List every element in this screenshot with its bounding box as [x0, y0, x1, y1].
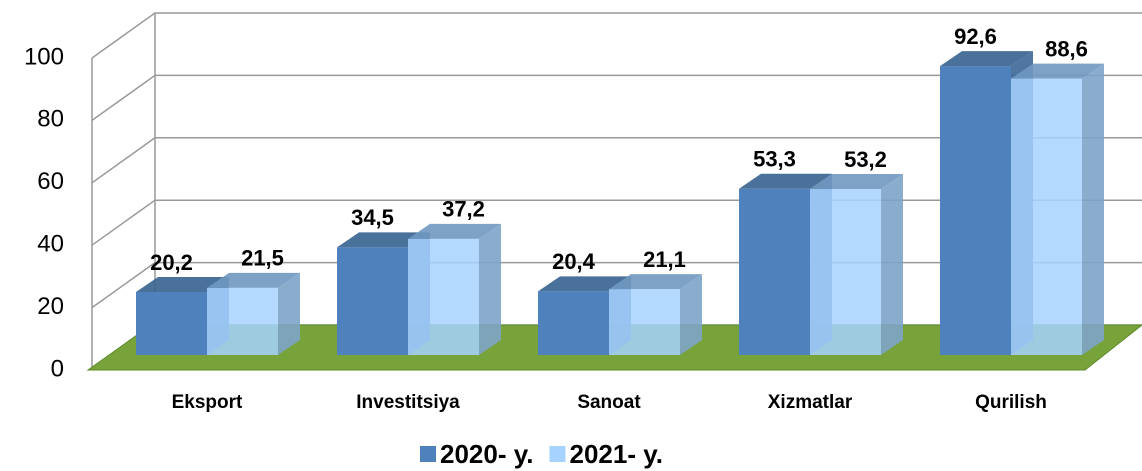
x-tick-label: Xizmatlar — [768, 392, 853, 413]
bar — [609, 289, 680, 355]
bar — [337, 247, 408, 355]
bar-top — [207, 272, 300, 288]
bar — [408, 238, 479, 355]
value-label: 20,2 — [150, 250, 193, 275]
bar — [538, 291, 609, 355]
bar-top — [136, 276, 229, 292]
bar-side — [680, 274, 702, 355]
y-tick-label: 80 — [37, 106, 64, 133]
y-tick-label: 0 — [51, 355, 64, 382]
value-label: 37,2 — [442, 197, 485, 222]
y-tick-label: 60 — [37, 168, 64, 195]
value-label: 34,5 — [351, 205, 394, 230]
bar-top — [940, 51, 1033, 67]
bar — [940, 66, 1011, 355]
value-label: 88,6 — [1045, 36, 1088, 61]
bar-top — [1011, 63, 1104, 79]
legend-swatch — [549, 446, 566, 462]
bar-side — [479, 223, 501, 355]
bar-top — [538, 276, 631, 292]
bar-top — [337, 232, 430, 248]
bar-top — [739, 173, 832, 189]
x-tick-label: Sanoat — [577, 392, 641, 413]
bar-top — [810, 174, 903, 190]
x-tick-label: Investitsiya — [356, 392, 460, 413]
bar — [207, 287, 278, 355]
value-label: 92,6 — [954, 24, 997, 49]
bar-top — [609, 274, 702, 290]
legend-swatch — [420, 446, 436, 462]
bar-side — [278, 272, 300, 355]
y-tick-label: 100 — [24, 43, 64, 70]
legend-label: 2020- y. — [440, 439, 533, 469]
y-tick-label: 20 — [37, 293, 64, 320]
bar — [810, 189, 881, 355]
x-tick-label: Qurilish — [975, 392, 1047, 413]
bar — [136, 291, 207, 355]
bar — [1011, 78, 1082, 356]
y-tick-label: 40 — [37, 231, 64, 258]
value-label: 20,4 — [552, 249, 596, 274]
legend-label: 2021- y. — [569, 439, 662, 469]
x-tick-label: Eksport — [172, 392, 243, 413]
value-label: 21,5 — [241, 246, 284, 271]
value-label: 53,3 — [753, 147, 796, 172]
bar — [739, 188, 810, 355]
bar-side — [1082, 63, 1104, 356]
value-label: 21,1 — [643, 247, 686, 272]
value-label: 53,2 — [844, 147, 887, 172]
bar-side — [881, 174, 903, 355]
bar-top — [408, 223, 501, 239]
